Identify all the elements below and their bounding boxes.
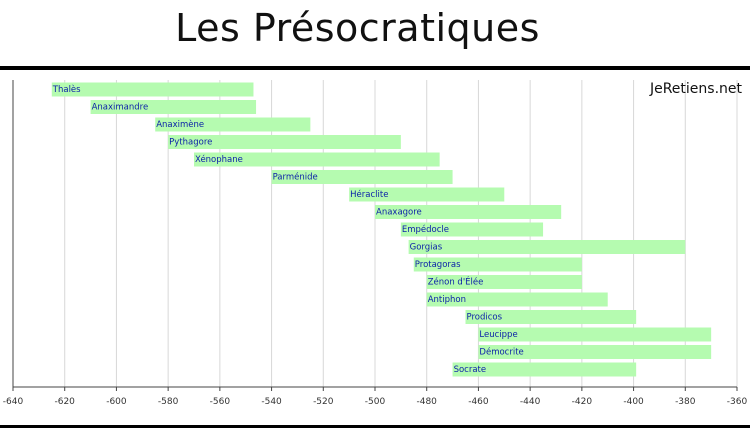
x-tick-label: -480	[416, 397, 437, 407]
bar-label: Empédocle	[402, 224, 449, 235]
bar-label: Anaximène	[156, 119, 204, 130]
x-tick-label: -540	[261, 397, 282, 407]
timeline-bar	[194, 152, 440, 167]
bar-label: Gorgias	[410, 243, 443, 253]
bar-label: Thalès	[52, 84, 81, 95]
timeline-bar	[155, 117, 311, 132]
timeline-bar	[408, 240, 686, 254]
x-tick-label: -520	[313, 397, 334, 407]
timeline-bar	[426, 292, 608, 307]
bar-label: Anaximandre	[92, 103, 149, 113]
watermark: JeRetiens.net	[649, 81, 742, 97]
x-tick-label: -640	[3, 397, 24, 407]
timeline-bar	[452, 362, 637, 377]
axis-layer: -640 -620 -600 -580 -560 -540 -520 -500 -480 -460…	[3, 80, 748, 407]
title-band: Les Présocratiques	[0, 0, 750, 68]
bar-label: Prodicos	[467, 313, 503, 323]
timeline-bar	[426, 275, 582, 289]
x-tick-label: -580	[158, 397, 179, 407]
x-tick-label: -560	[210, 397, 231, 407]
timeline-bar	[400, 222, 544, 237]
timeline-bar	[478, 345, 712, 359]
timeline-bar	[465, 310, 637, 324]
bar-label: Socrate	[454, 365, 487, 375]
bar-label: Démocrite	[479, 347, 523, 358]
timeline-bar	[168, 135, 401, 149]
timeline-bar	[51, 82, 254, 97]
x-tick-label: -440	[520, 397, 541, 407]
x-tick-label: -420	[572, 397, 593, 407]
bar-label: Pythagore	[169, 138, 212, 148]
x-tick-label: -380	[675, 397, 696, 407]
bottom-divider	[0, 425, 750, 428]
x-tick-label: -620	[54, 397, 75, 407]
bar-label: Anaxagore	[376, 208, 422, 218]
timeline-bar	[478, 327, 712, 342]
x-tick-label: -460	[468, 397, 489, 407]
x-tick-label: -360	[727, 397, 748, 407]
bar-label: Antiphon	[428, 295, 466, 305]
bar-label: Protagoras	[415, 260, 461, 270]
bar-layer: Thalès Anaximandre Anaximène Pythagore Xénop…	[51, 82, 712, 377]
bar-label: Leucippe	[479, 330, 517, 340]
page-title: Les Présocratiques	[175, 6, 540, 50]
bar-label: Parménide	[273, 172, 318, 183]
timeline-bar	[349, 187, 505, 202]
bar-label: Xénophane	[195, 154, 243, 165]
x-tick-label: -500	[365, 397, 386, 407]
timeline-bar	[375, 205, 562, 219]
timeline-bar	[90, 100, 257, 114]
timeline-chart: Thalès Anaximandre Anaximène Pythagore Xénop…	[3, 80, 748, 407]
timeline-bar	[413, 257, 582, 272]
title-divider	[0, 66, 750, 70]
bar-label: Zénon d'Élée	[428, 276, 484, 288]
x-tick-label: -400	[623, 397, 644, 407]
bar-label: Héraclite	[350, 189, 388, 200]
timeline-bar	[271, 170, 453, 184]
x-tick-label: -600	[106, 397, 127, 407]
